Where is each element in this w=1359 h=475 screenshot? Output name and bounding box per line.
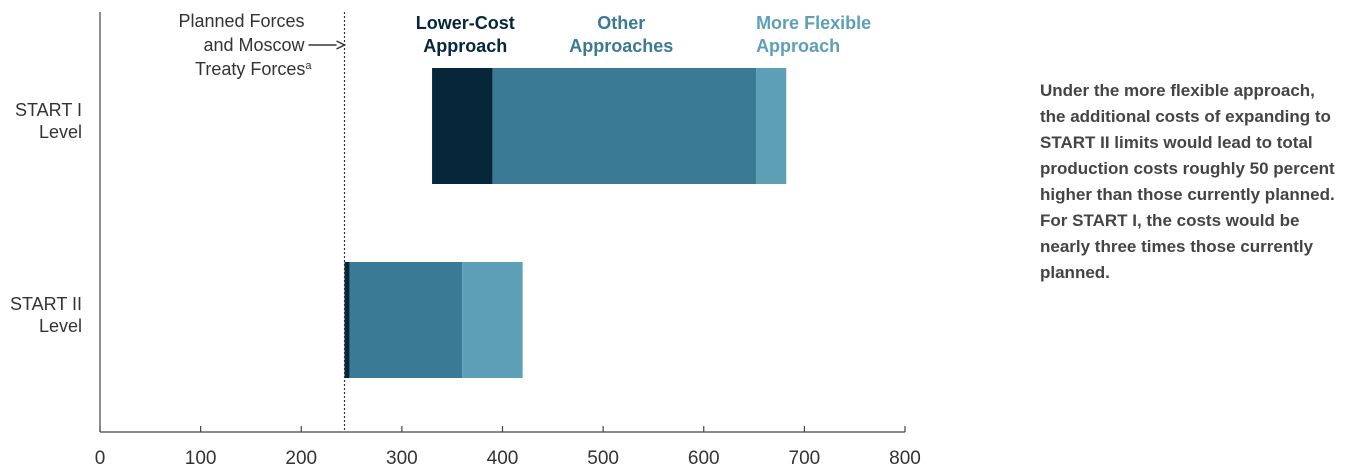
reference-footnote-mark: a	[305, 60, 312, 72]
x-tick-label: 200	[285, 448, 317, 469]
category-label: START I	[15, 100, 82, 120]
reference-label: Planned Forces	[178, 11, 304, 31]
category-label: Level	[39, 316, 82, 336]
legend-label-1: Approach	[423, 36, 507, 56]
bar-segment-3-row-2	[462, 262, 523, 378]
bar-segment-2-row-2	[349, 262, 463, 378]
legend-label-2: Approaches	[569, 36, 673, 56]
category-label: START II	[10, 294, 82, 314]
x-tick-label: 100	[185, 448, 217, 469]
chart-note: Under the more flexible approach, the ad…	[1040, 81, 1335, 282]
x-tick-label: 700	[789, 448, 821, 469]
bar-segment-1-row-1	[432, 68, 493, 184]
reference-label: and Moscow	[203, 35, 305, 55]
legend-label-2: Other	[597, 13, 645, 33]
legend-label-1: Lower-Cost	[416, 13, 515, 33]
legend-label-3: More Flexible	[756, 13, 871, 33]
bars-layer	[344, 68, 787, 378]
legend-layer: Lower-Cost Approach Other Approaches More Fl…	[416, 13, 871, 56]
bar-segment-1-row-2	[344, 262, 350, 378]
bar-segment-2-row-1	[492, 68, 757, 184]
axes-layer: 0 100 200 300 400 500 600 700 800	[95, 12, 921, 469]
bar-segment-3-row-1	[756, 68, 787, 184]
x-tick-label: 300	[386, 448, 418, 469]
x-tick-label: 600	[688, 448, 720, 469]
x-tick-label: 500	[587, 448, 619, 469]
legend-label-3: Approach	[756, 36, 840, 56]
reference-label: Treaty Forcesa	[195, 59, 312, 79]
x-tick-label: 400	[487, 448, 519, 469]
x-tick-label: 800	[889, 448, 921, 469]
reference-layer: Planned Forces and Moscow Treaty Forcesa	[178, 11, 347, 432]
x-tick-label: 0	[95, 448, 106, 469]
reference-arrow-head	[336, 40, 347, 50]
category-label: Level	[39, 122, 82, 142]
